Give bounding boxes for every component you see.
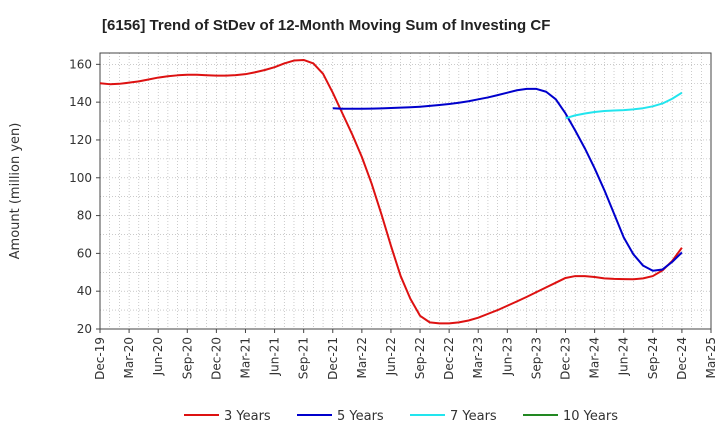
y-tick-label: 100 bbox=[69, 171, 92, 185]
y-tick-label: 120 bbox=[69, 133, 92, 147]
y-tick-label: 40 bbox=[77, 284, 92, 298]
y-tick-label: 20 bbox=[77, 322, 92, 336]
legend-label: 5 Years bbox=[337, 409, 384, 424]
x-tick-label: Sep-24 bbox=[646, 337, 660, 379]
series-line-7-years bbox=[565, 91, 683, 120]
x-tick-label: Mar-25 bbox=[704, 337, 718, 378]
x-tick-label: Sep-20 bbox=[180, 337, 194, 379]
series-line-3-years bbox=[99, 58, 683, 325]
x-tick-label: Dec-22 bbox=[442, 337, 456, 380]
x-tick-label: Dec-23 bbox=[559, 337, 573, 380]
legend: 3 Years 5 Years 7 Years 10 Years bbox=[184, 409, 618, 424]
x-tick-label: Dec-19 bbox=[93, 337, 107, 380]
y-tick-label: 160 bbox=[69, 57, 92, 71]
y-axis-title: Amount (million yen) bbox=[8, 123, 23, 260]
legend-label: 7 Years bbox=[450, 409, 497, 424]
x-tick-label: Jun-23 bbox=[500, 337, 514, 376]
plot-area: 20 40 60 80 100 120 140 160 Dec-19 Mar-20 Jun-20 Se… bbox=[69, 52, 718, 380]
x-tick-label: Mar-21 bbox=[238, 337, 252, 378]
x-tick-label: Dec-21 bbox=[326, 337, 340, 380]
plot-frame bbox=[99, 52, 712, 330]
x-tick-label: Sep-21 bbox=[297, 337, 311, 379]
chart-title: [6156] Trend of StDev of 12-Month Moving… bbox=[102, 17, 550, 34]
y-tick-label: 140 bbox=[69, 95, 92, 109]
x-tick-label: Dec-20 bbox=[209, 337, 223, 380]
y-tick-label: 60 bbox=[77, 246, 92, 260]
x-tick-label: Mar-24 bbox=[588, 337, 602, 378]
x-tick-label: Sep-22 bbox=[413, 337, 427, 379]
legend-label: 10 Years bbox=[563, 409, 618, 424]
x-tick-label: Mar-22 bbox=[355, 337, 369, 378]
x-tick-label: Jun-24 bbox=[617, 337, 631, 376]
x-tick-label: Dec-24 bbox=[675, 337, 689, 380]
x-tick-label: Jun-20 bbox=[151, 337, 165, 376]
x-tick-label: Sep-23 bbox=[529, 337, 543, 379]
x-tick-label: Mar-23 bbox=[471, 337, 485, 378]
x-tick-label: Jun-22 bbox=[384, 337, 398, 376]
x-tick-label: Jun-21 bbox=[268, 337, 282, 376]
series-line-5-years bbox=[332, 87, 683, 272]
legend-label: 3 Years bbox=[224, 409, 271, 424]
y-tick-label: 80 bbox=[77, 209, 92, 223]
x-tick-label: Mar-20 bbox=[122, 337, 136, 378]
